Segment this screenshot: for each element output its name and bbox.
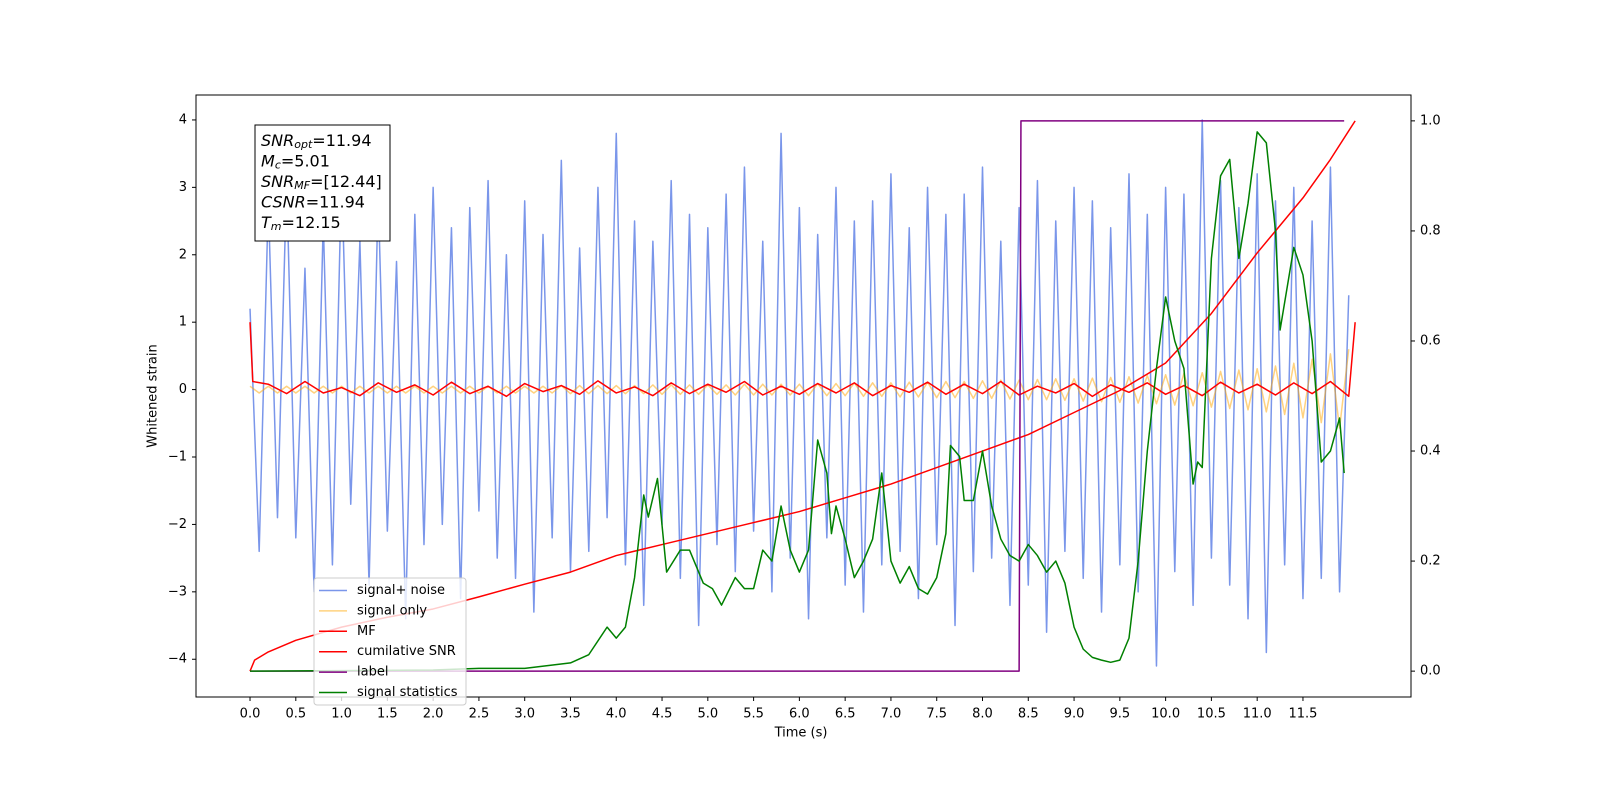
y-tick-label: 0 (179, 382, 187, 397)
y2-tick-label: 0.0 (1420, 664, 1441, 679)
annotation-value: =11.94 (306, 192, 365, 211)
y-tick-label: 3 (179, 180, 187, 195)
y-tick-label: −4 (168, 652, 187, 667)
x-tick-label: 4.0 (606, 707, 627, 722)
y2-tick-label: 1.0 (1420, 113, 1441, 128)
x-tick-label: 9.5 (1109, 707, 1130, 722)
x-tick-label: 0.0 (240, 707, 261, 722)
annotation-line: SNRopt=11.94 (261, 131, 372, 152)
annotation-name: SNR (261, 172, 294, 191)
annotation-line: Tm=12.15 (261, 213, 341, 234)
y-tick-label: 2 (179, 247, 187, 262)
series-line (250, 131, 1345, 672)
legend-label: signal statistics (357, 685, 458, 700)
annotation-value: =5.01 (281, 151, 330, 170)
x-tick-label: 8.5 (1018, 707, 1039, 722)
annotation-line: SNRMF=[12.44] (261, 172, 382, 193)
x-tick-label: 0.5 (285, 707, 306, 722)
annotation-value: =12.15 (282, 213, 341, 232)
x-tick-label: 7.0 (881, 707, 902, 722)
annotation-name: CSNR (261, 192, 306, 211)
x-tick-label: 6.0 (789, 707, 810, 722)
x-tick-label: 10.0 (1151, 707, 1180, 722)
annotation-sub: m (271, 220, 282, 233)
x-tick-label: 8.0 (972, 707, 993, 722)
x-tick-label: 2.5 (469, 707, 490, 722)
y-tick-label: −3 (168, 584, 187, 599)
x-tick-label: 4.5 (652, 707, 673, 722)
series-line (249, 322, 1356, 398)
x-tick-label: 9.0 (1064, 707, 1085, 722)
y2-tick-label: 0.8 (1420, 223, 1441, 238)
axes-frame (195, 94, 1412, 698)
series-line (250, 120, 1345, 672)
legend-label: signal+ noise (357, 583, 445, 598)
x-tick-label: 3.5 (560, 707, 581, 722)
annotation-name: T (261, 213, 272, 232)
x-tick-label: 1.5 (377, 707, 398, 722)
y-tick-label: 1 (179, 315, 187, 330)
legend-label: MF (357, 624, 376, 639)
y-tick-label: −1 (168, 450, 187, 465)
legend-box (313, 577, 467, 706)
x-tick-label: 3.0 (514, 707, 535, 722)
x-tick-label: 10.5 (1197, 707, 1226, 722)
legend-label: signal only (357, 603, 427, 618)
series-line (249, 349, 1350, 429)
annotation-sub: opt (294, 138, 313, 151)
annotation-name: SNR (261, 131, 294, 150)
x-tick-label: 11.5 (1288, 707, 1317, 722)
legend-label: cumilative SNR (357, 644, 456, 659)
annotation-sub: c (275, 159, 281, 172)
annotation-box (254, 124, 391, 242)
x-tick-label: 6.5 (835, 707, 856, 722)
annotation-value: =[12.44] (310, 172, 382, 191)
annotation-sub: MF (294, 179, 310, 192)
legend-label: label (357, 665, 388, 680)
series-line (249, 119, 1350, 667)
x-axis-label: Time (s) (774, 726, 828, 741)
x-tick-label: 11.0 (1243, 707, 1272, 722)
annotation-name: M (261, 151, 275, 170)
x-tick-label: 5.5 (743, 707, 764, 722)
y-tick-label: −2 (168, 517, 187, 532)
annotation-value: =11.94 (312, 131, 371, 150)
y2-tick-label: 0.2 (1420, 554, 1441, 569)
x-tick-label: 5.0 (697, 707, 718, 722)
x-tick-label: 7.5 (926, 707, 947, 722)
y2-tick-label: 0.6 (1420, 333, 1441, 348)
y-axis-label: Whitened strain (146, 344, 161, 447)
y-tick-label: 4 (179, 112, 187, 127)
annotation-line: CSNR=11.94 (261, 192, 365, 211)
annotation-line: Mc=5.01 (261, 151, 330, 172)
y2-tick-label: 0.4 (1420, 444, 1441, 459)
x-tick-label: 1.0 (331, 707, 352, 722)
x-tick-label: 2.0 (423, 707, 444, 722)
